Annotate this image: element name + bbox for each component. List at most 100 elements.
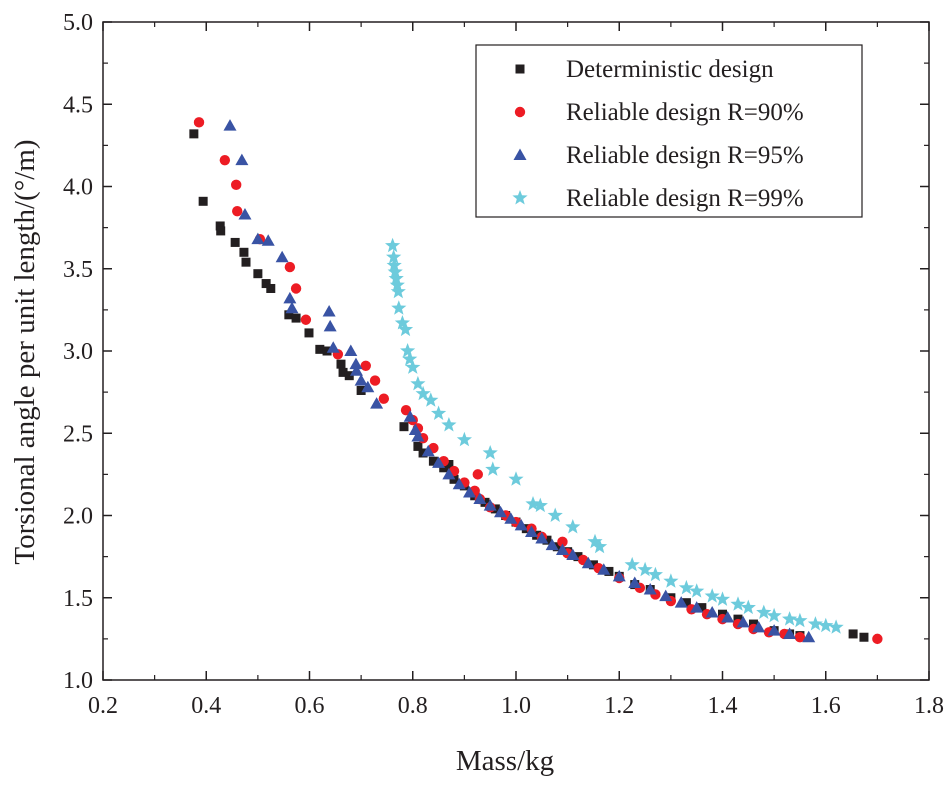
data-point-triangle	[597, 563, 611, 575]
legend-marker-triangle	[513, 148, 527, 160]
data-point-circle	[472, 469, 483, 480]
data-point-star	[547, 507, 563, 522]
y-tick-label: 4.5	[63, 92, 93, 118]
data-point-square	[189, 129, 199, 139]
data-point-square	[230, 237, 240, 247]
x-tick-labels: 0.2 0.4 0.6 0.8 1.0 1.2 1.4 1.6 1.8	[88, 693, 944, 719]
data-point-star	[782, 611, 798, 626]
data-point-triangle	[783, 627, 797, 639]
data-point-square	[444, 460, 454, 470]
data-point-triangle	[690, 601, 704, 613]
data-point-triangle	[535, 532, 549, 544]
data-point-star	[441, 417, 457, 432]
data-point-circle	[794, 632, 806, 643]
data-point-triangle	[285, 301, 299, 314]
legend-marker-star	[512, 190, 528, 205]
data-point-star	[386, 249, 402, 264]
data-point-square	[304, 328, 314, 338]
axis-ticks	[102, 21, 930, 681]
data-point-star	[689, 583, 705, 598]
data-point-triangle	[767, 624, 781, 636]
data-point-square	[266, 283, 276, 293]
data-point-triangle	[643, 583, 657, 595]
data-point-triangle	[566, 548, 580, 560]
data-point-triangle	[612, 569, 626, 582]
legend-item: Reliable design R=95%	[513, 142, 804, 169]
data-point-triangle	[452, 477, 466, 490]
data-point-triangle	[238, 207, 252, 220]
data-point-triangle	[361, 380, 375, 393]
data-point-triangle	[349, 364, 363, 376]
legend-label: Reliable design R=95%	[566, 142, 804, 169]
data-point-triangle	[349, 357, 363, 370]
data-point-circle	[360, 360, 371, 372]
data-point-circle	[369, 375, 381, 386]
data-point-circle	[872, 633, 883, 645]
data-point-star	[389, 277, 405, 292]
y-tick-label: 3.0	[63, 339, 93, 365]
data-point-star	[431, 405, 447, 420]
data-point-square	[413, 441, 423, 451]
x-axis-label: Mass/kg	[456, 745, 554, 777]
data-point-star	[405, 359, 421, 374]
data-point-star	[792, 612, 808, 628]
data-point-star	[485, 461, 501, 476]
data-point-triangle	[421, 444, 435, 457]
data-point-square	[215, 221, 225, 231]
y-axis-label: Torsional angle per unit length/(°/m)	[9, 139, 41, 564]
x-tick-label: 0.4	[191, 693, 221, 719]
data-point-square	[848, 629, 858, 639]
data-point-star	[663, 573, 679, 588]
data-point-square	[542, 535, 552, 545]
data-point-star	[385, 237, 401, 253]
x-tick-label: 1.0	[501, 693, 531, 719]
data-point-square	[859, 632, 869, 642]
data-point-star	[647, 566, 663, 582]
y-tick-labels: 1.0 1.5 2.0 2.5 3.0 3.5 4.0 4.5 5.0	[63, 10, 93, 694]
data-point-square	[573, 552, 583, 562]
x-tick-label: 1.8	[914, 693, 944, 719]
data-point-star	[766, 607, 782, 623]
data-point-triangle	[432, 456, 446, 468]
data-point-star	[532, 497, 548, 513]
data-point-triangle	[326, 341, 340, 353]
data-point-star	[637, 561, 653, 577]
data-point-triangle	[251, 232, 265, 245]
legend-marker-square	[515, 64, 525, 74]
data-point-square	[399, 422, 409, 432]
y-tick-label: 1.5	[63, 586, 93, 612]
data-point-star	[482, 445, 498, 460]
legend-box	[475, 44, 863, 218]
data-point-star	[508, 471, 524, 486]
data-point-triangle	[752, 620, 766, 633]
data-point-triangle	[504, 512, 518, 524]
data-point-triangle	[736, 615, 750, 628]
legend-item: Reliable design R=99%	[512, 185, 804, 212]
data-point-triangle	[261, 234, 275, 246]
data-point-triangle	[275, 250, 289, 263]
data-point-triangle	[322, 305, 336, 317]
data-point-circle	[557, 536, 568, 548]
data-point-square	[697, 603, 707, 613]
data-point-square	[315, 344, 325, 354]
data-point-circle	[284, 261, 296, 273]
data-point-star	[400, 343, 416, 358]
data-point-triangle	[494, 505, 508, 518]
data-point-circle	[400, 405, 412, 416]
plot-marks	[189, 117, 883, 645]
data-point-square	[356, 385, 366, 395]
y-tick-label: 3.5	[63, 257, 93, 283]
data-point-triangle	[323, 319, 337, 332]
legend-label: Deterministic design	[566, 56, 774, 83]
data-point-square	[239, 247, 249, 257]
x-tick-label: 0.6	[295, 693, 325, 719]
data-point-star	[704, 588, 720, 603]
y-tick-label: 2.5	[63, 421, 93, 447]
data-point-square	[261, 279, 271, 289]
legend: Deterministic design Reliable design R=90…	[475, 44, 863, 218]
data-point-star	[756, 604, 772, 619]
data-point-square	[253, 269, 263, 279]
data-point-square	[216, 226, 226, 236]
data-point-star	[565, 519, 581, 534]
data-point-star	[388, 270, 404, 286]
